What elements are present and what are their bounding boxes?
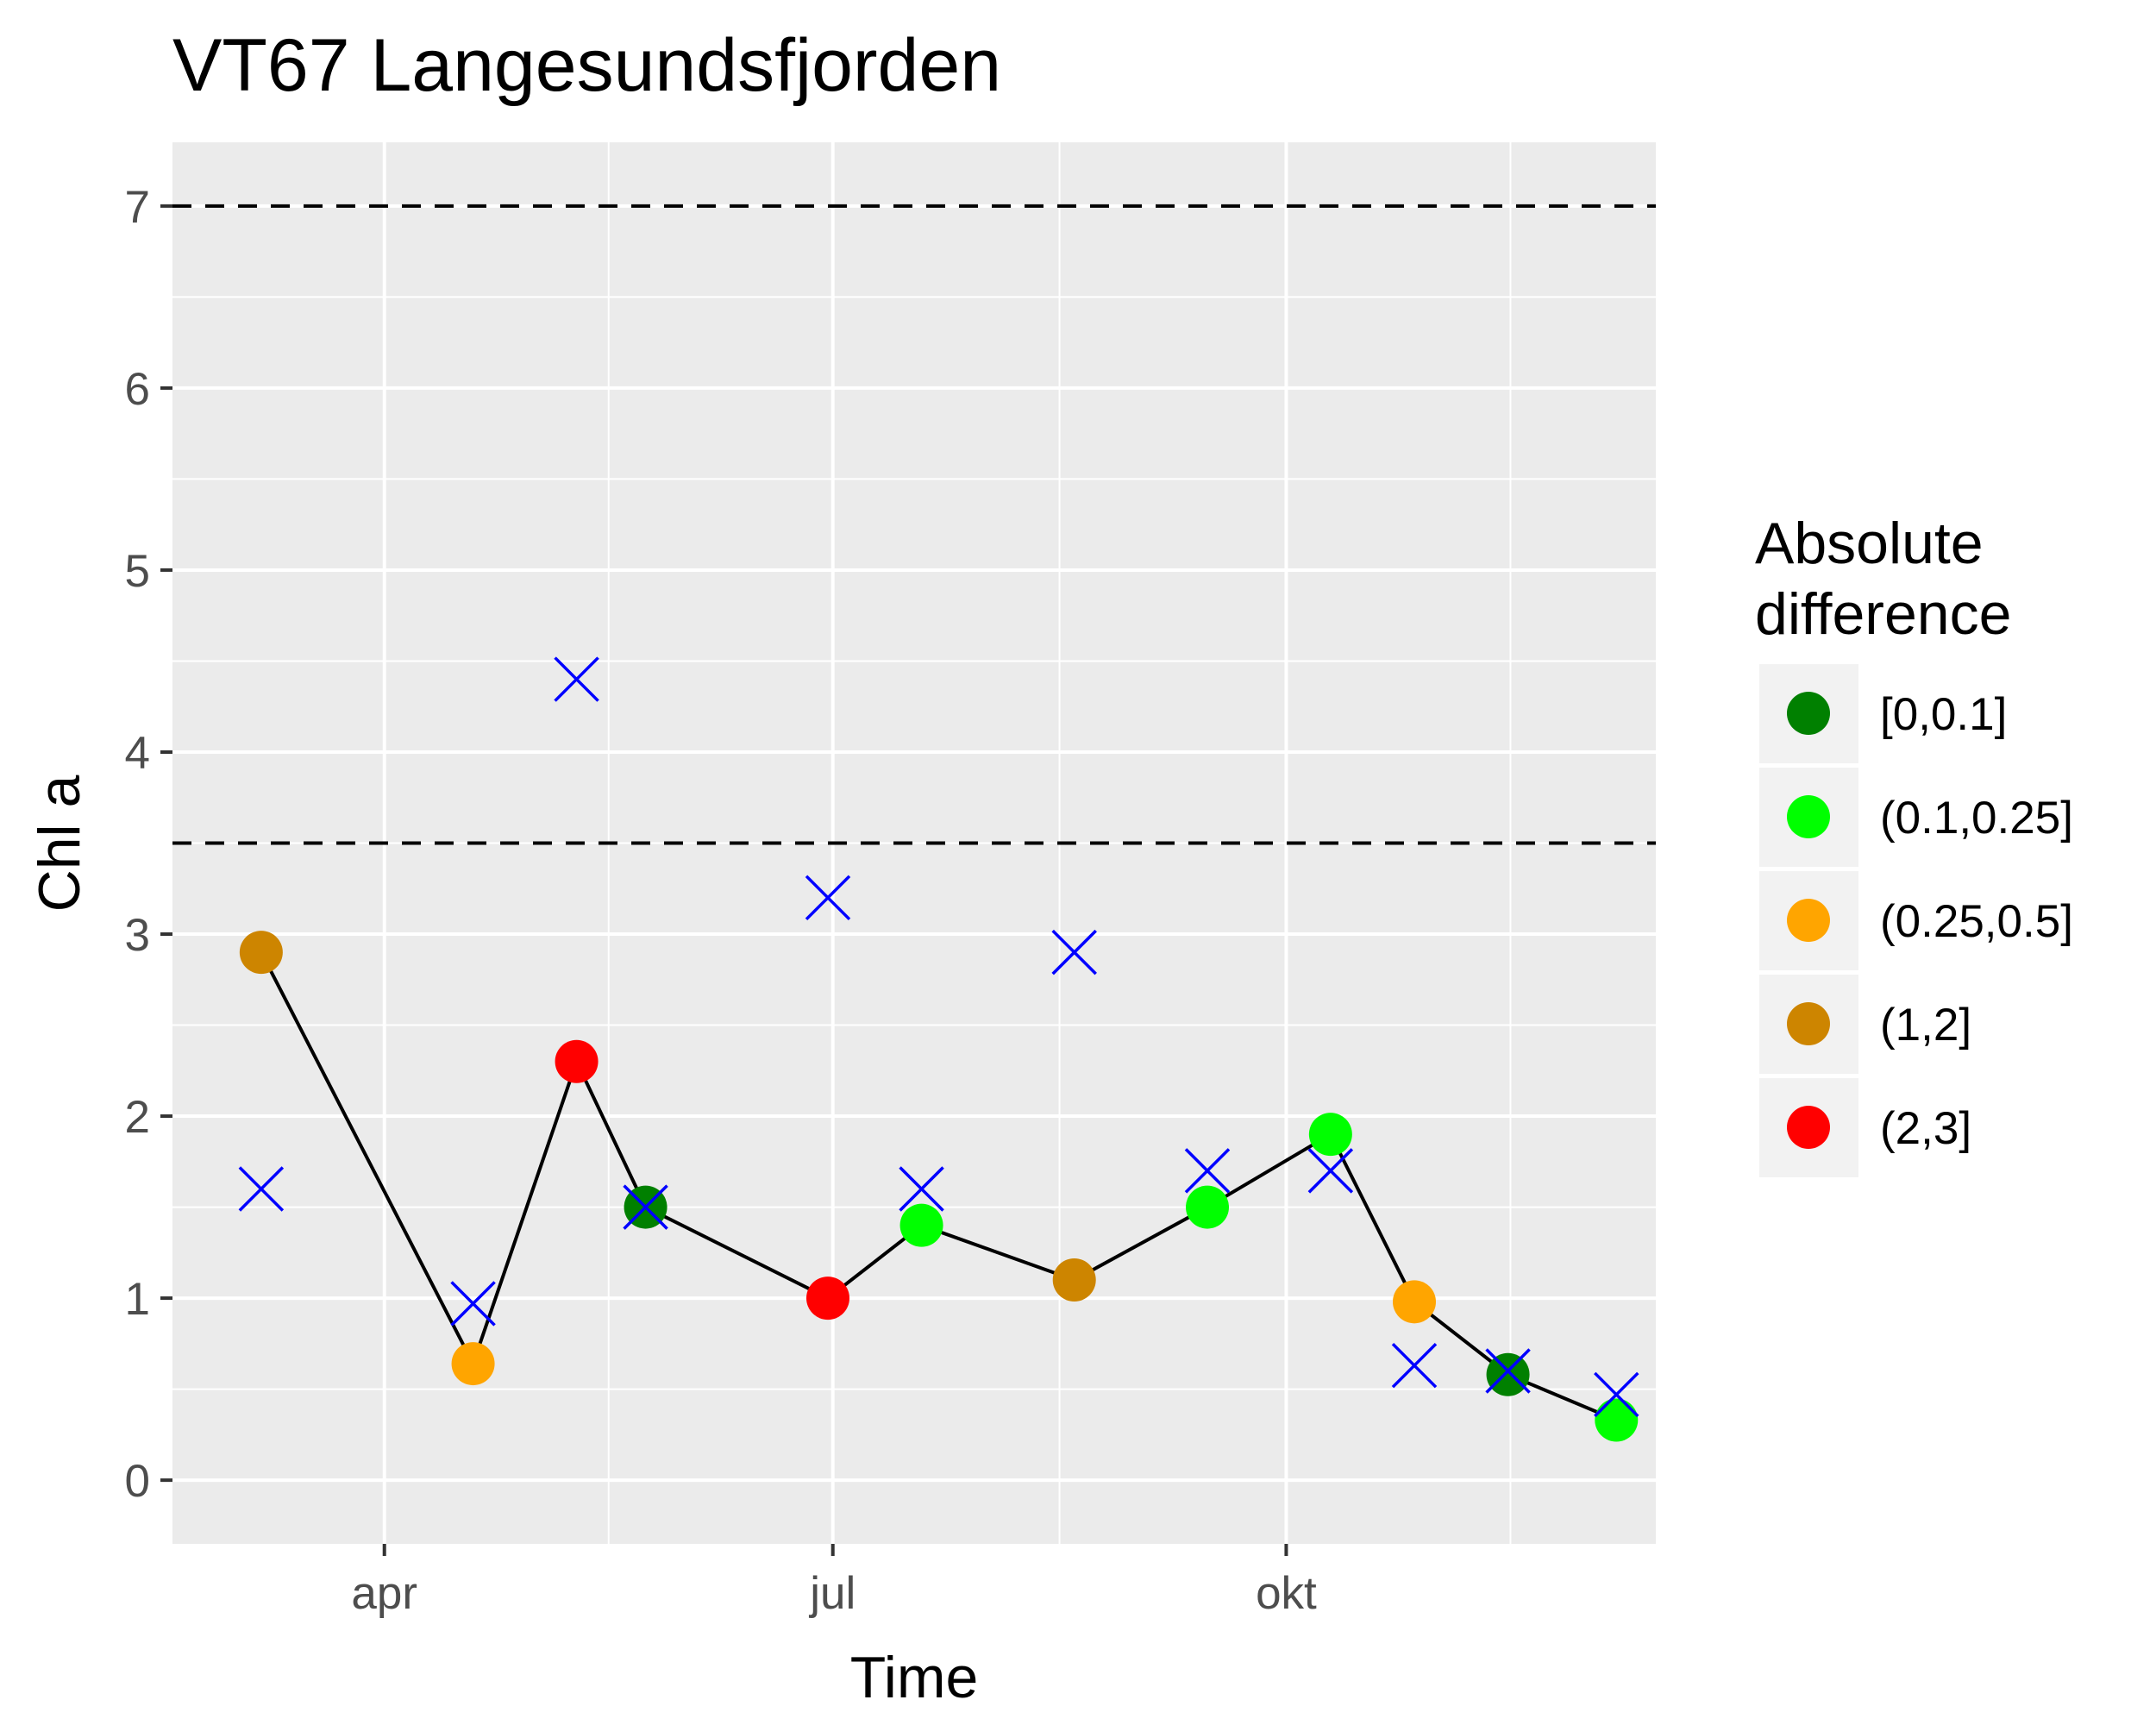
data-point	[899, 1203, 943, 1247]
y-tick-label: 4	[125, 728, 150, 779]
legend-items: [0,0.1] (0.1,0.25] (0.25,0.5] (1,2] (2,3]	[1759, 664, 2073, 1177]
reference-lines	[172, 204, 1656, 845]
data-point	[1486, 1352, 1530, 1396]
cross-point	[1391, 1342, 1438, 1389]
cross-point	[450, 1281, 496, 1327]
y-tick-label: 1	[125, 1274, 150, 1325]
x-axis-title: Time	[850, 1645, 979, 1710]
legend-label: (0.1,0.25]	[1880, 793, 2073, 844]
data-point	[555, 1039, 599, 1083]
y-tick-label: 7	[125, 182, 150, 233]
cross-point	[554, 656, 599, 702]
legend-swatch	[1787, 795, 1830, 838]
x-tick-label: jul	[808, 1568, 856, 1619]
data-point	[239, 931, 283, 975]
cross-point	[1307, 1148, 1354, 1194]
data-point	[1186, 1185, 1229, 1229]
legend-label: (0.25,0.5]	[1880, 896, 2073, 947]
legend-swatch	[1787, 1002, 1830, 1045]
legend-swatch	[1787, 899, 1830, 942]
cross-point	[1184, 1148, 1231, 1194]
cross-point	[1485, 1348, 1531, 1394]
crosses	[238, 656, 1639, 1418]
legend-swatch	[1787, 692, 1830, 735]
legend-label: (1,2]	[1880, 1000, 1971, 1051]
cross-point	[238, 1166, 285, 1212]
legend-label: (2,3]	[1880, 1103, 1971, 1154]
y-tick-label: 3	[125, 910, 150, 961]
x-tick-label: apr	[351, 1568, 417, 1619]
x-axis: apr jul okt	[351, 1544, 1317, 1619]
chart-title: VT67 Langesundsfjorden	[172, 24, 1001, 107]
y-tick-label: 5	[125, 546, 150, 597]
cross-point	[805, 875, 851, 921]
data-point	[1308, 1113, 1352, 1157]
data-point	[1595, 1398, 1639, 1442]
legend-title-line1: Absolute	[1755, 511, 1984, 576]
data-point	[451, 1342, 495, 1386]
legend: Absolute difference [0,0.1] (0.1,0.25] (0.…	[1755, 511, 2073, 1177]
x-tick-label: okt	[1256, 1568, 1317, 1619]
legend-label: [0,0.1]	[1880, 689, 2007, 740]
y-tick-label: 2	[125, 1092, 150, 1143]
cross-point	[1594, 1371, 1639, 1418]
y-tick-label: 6	[125, 364, 150, 415]
y-tick-label: 0	[125, 1456, 150, 1507]
cross-point	[1051, 929, 1097, 975]
data-point	[1393, 1280, 1436, 1324]
legend-title-line2: difference	[1755, 581, 2011, 647]
data-point	[1052, 1258, 1096, 1302]
cross-point	[623, 1184, 668, 1230]
y-axis-title: Chl a	[27, 775, 92, 912]
cross-point	[899, 1166, 944, 1212]
legend-swatch	[1787, 1106, 1830, 1149]
data-point	[806, 1276, 849, 1320]
dots	[239, 931, 1639, 1442]
y-axis: 0 1 2 3 4 5 6 7	[125, 182, 172, 1507]
